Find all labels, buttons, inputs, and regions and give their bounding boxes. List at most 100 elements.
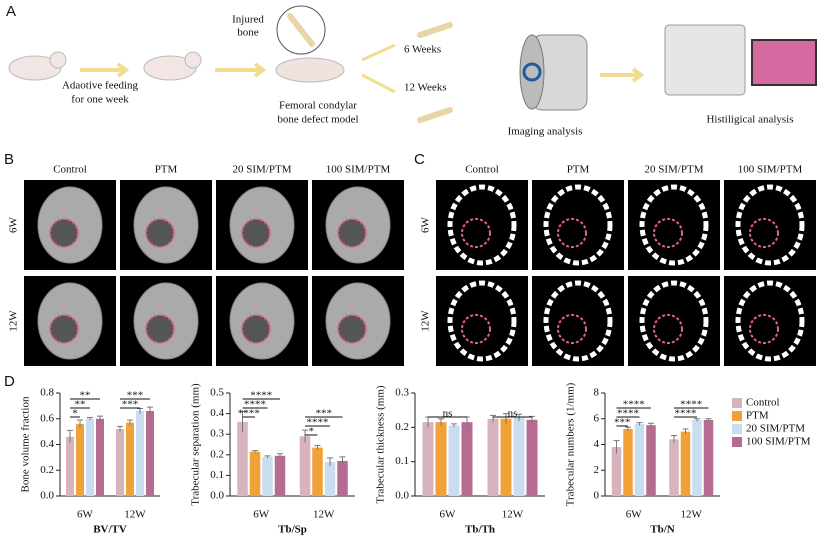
- charts: 0.0 0.2 0.4 0.6 0.8 Bone volume fraction BV/TV…: [20, 382, 811, 535]
- x-tick-label: 12W: [681, 509, 703, 521]
- significance-label: **: [75, 399, 86, 411]
- error-bar: [490, 414, 496, 423]
- error-bar: [117, 425, 123, 432]
- significance-label: ****: [680, 399, 702, 411]
- panel-label: B: [4, 151, 14, 168]
- y-tick-label: 0.0: [40, 490, 54, 502]
- y-tick-label: 4: [594, 438, 600, 450]
- bar: [262, 456, 273, 496]
- error-bar: [264, 455, 271, 458]
- defect: [557, 218, 587, 248]
- defect: [749, 218, 779, 248]
- error-bar: [252, 450, 258, 453]
- y-tick-label: 0.1: [395, 455, 409, 467]
- y-tick-label: 8: [594, 387, 600, 399]
- workflow-text: Histiligical analysis: [706, 114, 793, 126]
- x-axis-label: Tb/Sp: [278, 524, 307, 536]
- significance-label: ****: [307, 417, 329, 429]
- significance-label: ****: [238, 408, 260, 420]
- defect: [461, 314, 491, 344]
- error-bar: [682, 428, 689, 435]
- significance-label: ****: [244, 399, 266, 411]
- significance-label: ***: [614, 417, 631, 429]
- y-tick-label: 0.0: [210, 490, 224, 502]
- y-tick-label: 0.4: [210, 407, 224, 419]
- error-bar: [671, 434, 677, 444]
- error-bar: [147, 406, 153, 415]
- y-tick-label: 0.5: [210, 387, 224, 399]
- bar: [274, 455, 286, 496]
- bone: [639, 184, 709, 266]
- error-bar: [613, 440, 620, 454]
- defect: [557, 314, 587, 344]
- error-bar: [516, 413, 522, 422]
- bar: [435, 422, 447, 496]
- legend-swatch: [732, 424, 742, 434]
- bar: [703, 420, 714, 496]
- y-axis-label: Trabecular separation (mm): [190, 383, 202, 506]
- y-tick-label: 0.2: [395, 421, 409, 433]
- error-bar: [636, 422, 643, 426]
- image-grids: Control PTM 20 SIM/PTM 100 SIM/PTM 6W 12W Cont…: [8, 164, 816, 366]
- column-header: 20 SIM/PTM: [233, 164, 292, 176]
- x-tick-label: 6W: [626, 509, 643, 521]
- y-tick-label: 0.0: [395, 490, 409, 502]
- bar: [634, 423, 645, 496]
- workflow-text: Imaging analysis: [508, 126, 583, 138]
- y-tick-label: 0.8: [40, 387, 54, 399]
- column-header: 100 SIM/PTM: [738, 164, 803, 176]
- column-header: Control: [465, 164, 499, 176]
- significance-label: ***: [127, 390, 144, 402]
- column-header: 20 SIM/PTM: [645, 164, 704, 176]
- error-bar: [694, 418, 700, 422]
- defect: [461, 218, 491, 248]
- bar: [237, 421, 248, 496]
- defect: [241, 218, 271, 248]
- row-label: 6W: [420, 216, 432, 233]
- bar: [126, 422, 134, 496]
- y-axis-label: Trabecular thickness (mm): [375, 385, 387, 503]
- workflow-art: [8, 5, 817, 123]
- workflow-text: bone: [237, 27, 259, 39]
- bar: [66, 436, 74, 496]
- x-tick-label: 6W: [440, 509, 457, 521]
- error-bar: [625, 426, 631, 431]
- significance-label: ****: [617, 408, 639, 420]
- panel-label: C: [414, 151, 425, 168]
- error-bar: [705, 418, 712, 422]
- error-bar: [451, 423, 457, 428]
- defect: [241, 314, 271, 344]
- bar: [680, 431, 691, 496]
- bar: [646, 425, 656, 496]
- error-bar: [327, 457, 333, 467]
- legend-label: PTM: [746, 410, 769, 422]
- y-tick-label: 0.3: [210, 428, 224, 440]
- workflow-text: Injured: [232, 14, 264, 26]
- error-bar: [314, 445, 321, 450]
- legend-label: Control: [746, 397, 780, 409]
- defect: [749, 314, 779, 344]
- bar: [513, 417, 525, 496]
- error-bar: [87, 416, 93, 421]
- workflow-text: for one week: [71, 94, 129, 106]
- defect: [653, 218, 683, 248]
- bone: [639, 280, 709, 362]
- y-tick-label: 0.3: [395, 387, 409, 399]
- error-bar: [97, 415, 103, 422]
- error-bar: [339, 456, 346, 466]
- legend-swatch: [732, 437, 742, 447]
- significance-label: ***: [316, 408, 333, 420]
- y-axis-label: Bone volume fraction: [20, 396, 32, 492]
- bar: [669, 439, 679, 496]
- y-tick-label: 0: [594, 490, 600, 502]
- bar: [116, 429, 124, 496]
- legend-label: 20 SIM/PTM: [746, 423, 805, 435]
- error-bar: [438, 418, 444, 426]
- bar: [448, 425, 460, 496]
- bar: [136, 411, 144, 496]
- error-bar: [239, 411, 246, 433]
- panel-label: D: [4, 373, 15, 390]
- column-header: Control: [53, 164, 87, 176]
- bar: [526, 419, 538, 496]
